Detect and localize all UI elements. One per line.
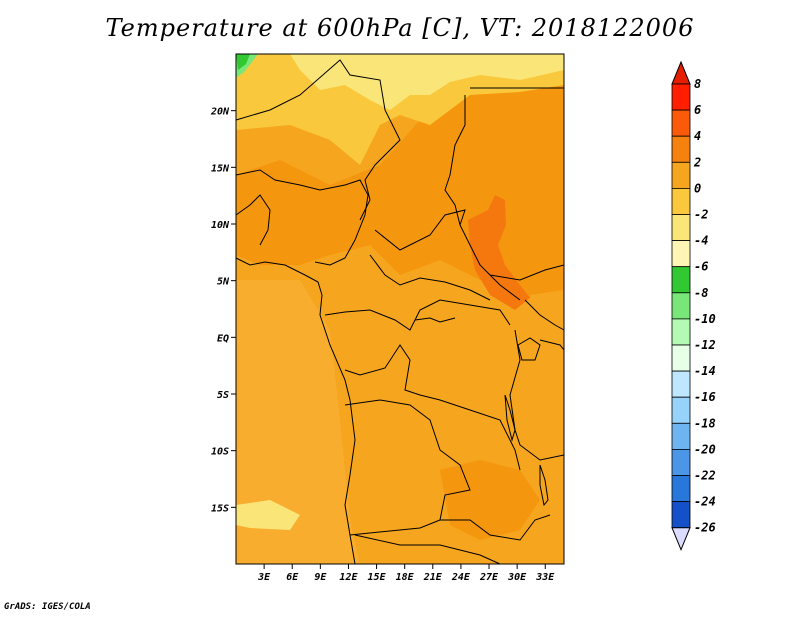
lat-tick-label: 10S	[211, 447, 229, 458]
lat-tick-label: 15S	[211, 503, 229, 514]
colorbar-label: 4	[694, 129, 701, 143]
colorbar-label: -4	[694, 234, 708, 248]
lake-victoria	[517, 337, 541, 361]
colorbar-label: -18	[694, 416, 716, 430]
colorbar-swatch	[671, 475, 691, 503]
colorbar-swatch	[671, 240, 691, 268]
border-angola	[344, 399, 471, 536]
lon-tick-label: 6E	[286, 572, 299, 583]
colorbar: 8 6 4 2 0 -2 -4 -6 -8 -10 -12 -14 -16 -18 -20 -22 -24 -26	[671, 60, 716, 552]
map-frame	[235, 53, 565, 565]
lon-tick-label: 9E	[314, 572, 327, 583]
temp-region-neg6-neg4	[236, 54, 250, 70]
lon-tick-label: 21E	[423, 572, 443, 583]
colorbar-swatch	[671, 344, 691, 372]
colorbar-bottom-arrow	[671, 527, 691, 552]
temp-region-neg2-0	[290, 54, 564, 110]
colorbar-swatch	[671, 292, 691, 320]
colorbar-swatch	[671, 396, 691, 424]
lon-tick-label: 15E	[368, 572, 387, 583]
colorbar-label: -16	[694, 390, 716, 404]
border-chad-sudan	[444, 95, 521, 301]
borders	[235, 59, 565, 565]
lake-malawi	[539, 464, 549, 507]
lon-tick-label: 12E	[339, 572, 358, 583]
colorbar-label: -26	[694, 521, 716, 535]
colorbar-swatch	[671, 501, 691, 529]
border-nigeria	[235, 169, 369, 266]
coastline	[235, 257, 356, 565]
grads-credit: GrADS: IGES/COLA	[4, 602, 91, 612]
lon-tick-label: 24E	[451, 572, 471, 583]
latitude-ticks: 20N 15N 10N 5N EQ 5S 10S 15S	[210, 107, 236, 514]
colorbar-label: -22	[694, 469, 716, 483]
colorbar-label: -8	[694, 286, 708, 300]
border-west-inner	[235, 194, 271, 246]
lon-tick-label: 18E	[396, 572, 415, 583]
colorbar-swatch	[671, 370, 691, 398]
colorbar-swatch	[671, 161, 691, 189]
river-congo	[414, 317, 456, 323]
colorbar-label: -20	[694, 442, 716, 456]
lat-tick-label: 20N	[210, 107, 230, 118]
lon-tick-label: 27E	[479, 572, 499, 583]
border-kenya	[539, 339, 565, 351]
lon-tick-label: 33E	[535, 572, 555, 583]
lat-tick-label: 10N	[211, 220, 230, 231]
colorbar-label: 8	[694, 77, 701, 91]
colorbar-label: 6	[694, 103, 701, 117]
colorbar-label: -2	[694, 208, 708, 222]
colorbar-label: 0	[694, 181, 701, 195]
colorbar-label: -6	[694, 260, 708, 274]
border-drc	[344, 344, 521, 471]
lon-tick-label: 3E	[257, 572, 271, 583]
colorbar-swatch	[671, 266, 691, 294]
border-uganda	[524, 299, 565, 331]
lat-tick-label: EQ	[217, 333, 229, 344]
temp-region-4-6	[468, 195, 530, 310]
colorbar-swatch	[671, 135, 691, 163]
lat-tick-label: 15N	[211, 163, 230, 174]
temp-region-0-2	[236, 280, 360, 564]
temp-region-0-2-south	[236, 500, 300, 530]
longitude-ticks: 3E 6E 9E 12E 15E 18E 21E 24E 27E 30E 33E	[257, 564, 555, 583]
colorbar-top-arrow	[671, 60, 691, 85]
lake-tanganyika	[504, 394, 516, 442]
border-sudan-south	[489, 264, 565, 281]
temperature-field	[236, 54, 564, 564]
lon-tick-label: 30E	[507, 572, 527, 583]
border-car-south	[369, 254, 491, 301]
colorbar-swatch	[671, 422, 691, 450]
colorbar-label: -24	[694, 495, 716, 509]
lat-tick-label: 5N	[217, 277, 230, 288]
colorbar-swatch	[671, 109, 691, 137]
colorbar-label: -12	[694, 338, 716, 352]
colorbar-label: -10	[694, 312, 716, 326]
colorbar-swatch	[671, 214, 691, 242]
colorbar-swatch	[671, 318, 691, 346]
temp-region-pale-east	[530, 290, 564, 340]
map-title: Temperature at 600hPa [C], VT: 201812200…	[105, 14, 695, 42]
colorbar-label: 2	[693, 155, 701, 169]
colorbar-swatch	[671, 187, 691, 215]
border-zambia	[440, 514, 551, 541]
border-car	[374, 209, 466, 251]
colorbar-swatch	[671, 83, 691, 111]
border-south	[354, 534, 501, 565]
lat-tick-label: 5S	[217, 390, 229, 401]
colorbar-label: -14	[694, 364, 716, 378]
colorbar-swatch	[671, 448, 691, 476]
border-north	[235, 59, 401, 221]
